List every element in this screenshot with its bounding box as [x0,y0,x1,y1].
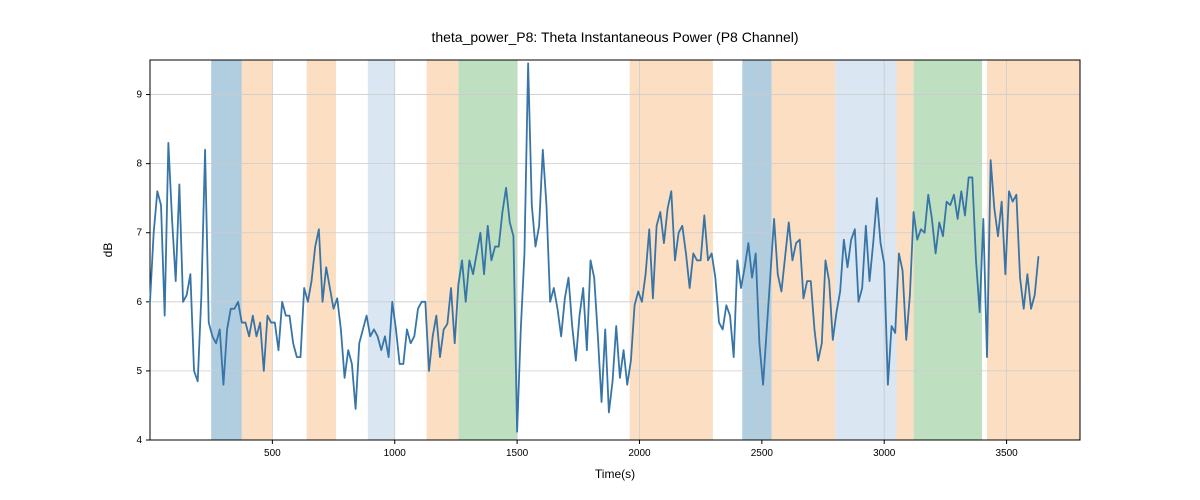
y-tick-label: 4 [136,435,142,446]
x-tick-label: 3000 [873,448,896,459]
y-tick-label: 8 [136,159,142,170]
y-tick-label: 6 [136,297,142,308]
highlight-span [987,60,1080,440]
x-ticks: 500 1000 1500 2000 2500 3000 3500 [264,440,1018,459]
highlight-span [368,60,395,440]
y-tick-label: 5 [136,366,142,377]
y-axis-label: dB [101,243,115,258]
x-tick-label: 1500 [506,448,529,459]
highlight-span [458,60,517,440]
x-axis-label: Time(s) [595,467,635,481]
y-tick-label: 7 [136,228,142,239]
highlight-span [914,60,983,440]
y-ticks: 4 5 6 7 8 9 [136,90,150,446]
chart-title: theta_power_P8: Theta Instantaneous Powe… [431,29,798,45]
highlight-span [772,60,836,440]
x-tick-label: 2500 [751,448,774,459]
x-tick-label: 1000 [384,448,407,459]
x-tick-label: 2000 [628,448,651,459]
chart-container: theta_power_P8: Theta Instantaneous Powe… [0,0,1200,500]
highlight-span [630,60,713,440]
x-tick-label: 3500 [995,448,1018,459]
highlight-span [307,60,336,440]
line-chart: theta_power_P8: Theta Instantaneous Powe… [0,0,1200,500]
highlight-span [427,60,459,440]
highlight-span [211,60,242,440]
highlight-spans [211,60,1080,440]
y-tick-label: 9 [136,90,142,101]
highlight-span [242,60,273,440]
x-tick-label: 500 [264,448,281,459]
